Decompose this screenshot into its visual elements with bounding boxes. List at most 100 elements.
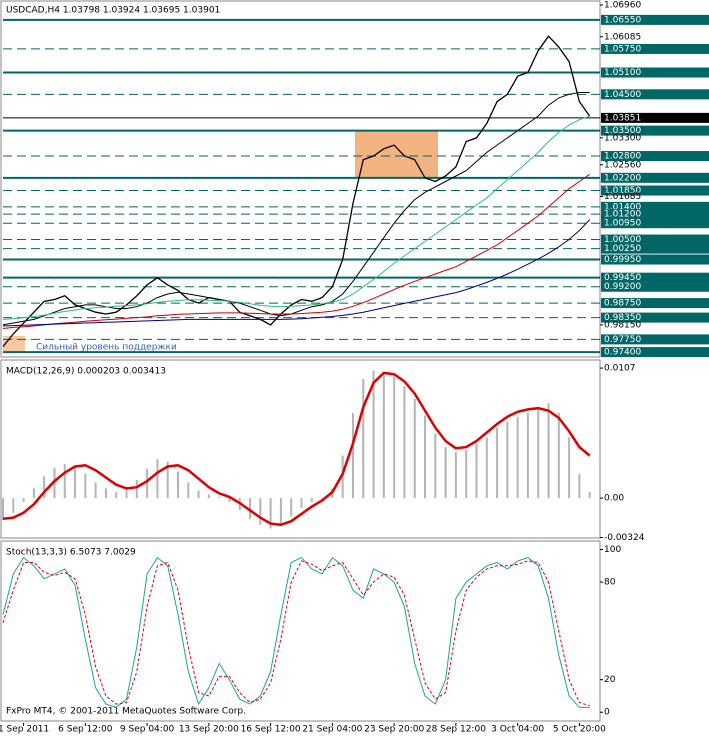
histogram-bar	[104, 488, 107, 499]
y-tick-label: 80	[604, 578, 616, 588]
histogram-bar	[22, 498, 25, 502]
level-label: 1.03851	[604, 113, 641, 123]
level-label-bg	[601, 272, 709, 283]
histogram-bar	[454, 451, 457, 499]
level-label: 1.00500	[604, 235, 641, 245]
y-tick-label: 0.0107	[604, 364, 636, 374]
histogram-bar	[557, 413, 560, 499]
level-label: 0.97400	[604, 348, 641, 358]
histogram-bar	[578, 473, 581, 499]
histogram-bar	[537, 406, 540, 499]
level-label-bg	[601, 67, 709, 78]
x-tick-label: 16 Sep 12:00	[241, 725, 301, 735]
histogram-bar	[506, 421, 509, 499]
histogram-bar	[94, 482, 97, 499]
x-tick-label: 6 Sep 12:00	[58, 725, 113, 735]
histogram-bar	[176, 471, 179, 499]
level-label-bg	[601, 281, 709, 292]
y-tick-label: 0	[604, 708, 610, 718]
series-line	[2, 556, 590, 708]
histogram-bar	[362, 379, 365, 499]
level-label-bg	[601, 234, 709, 245]
level-label-bg	[601, 312, 709, 323]
histogram-bar	[269, 498, 272, 529]
histogram-bar	[156, 459, 159, 499]
y-tick-label: 0.98150	[604, 320, 641, 330]
zone-box	[355, 131, 438, 178]
histogram-bar	[218, 496, 221, 499]
histogram-bar	[135, 479, 138, 499]
level-label-bg	[601, 112, 709, 123]
level-label: 0.97750	[604, 335, 641, 345]
histogram-bar	[321, 498, 324, 499]
histogram-bar	[310, 498, 313, 502]
histogram-bar	[197, 490, 200, 499]
y-tick-label: 100	[604, 545, 621, 555]
level-label-bg	[601, 254, 709, 265]
histogram-bar	[166, 461, 169, 499]
y-tick-label: 1.06085	[604, 32, 641, 42]
histogram-bar	[475, 443, 478, 499]
histogram-bar	[115, 492, 118, 499]
series-line	[2, 115, 590, 320]
histogram-bar	[74, 466, 77, 499]
stoch-title: Stoch(13,3,3) 6.5073 7.0029	[6, 548, 136, 558]
histogram-bar	[526, 413, 529, 499]
level-label-bg	[601, 172, 709, 183]
histogram-bar	[465, 449, 468, 499]
y-tick-label: 1.01685	[604, 192, 641, 202]
level-label: 1.02800	[604, 152, 641, 162]
histogram-bar	[568, 437, 571, 499]
level-label: 1.03500	[604, 126, 641, 136]
level-label: 1.04500	[604, 90, 641, 100]
histogram-bar	[279, 498, 282, 525]
series-line	[2, 560, 590, 707]
y-tick-label: 1.03300	[604, 133, 641, 143]
histogram-bar	[382, 371, 385, 499]
level-label-bg	[601, 201, 709, 212]
x-tick-label: 5 Oct 20:00	[553, 725, 606, 735]
x-tick-label: 21 Sep 04:00	[302, 725, 362, 735]
x-tick-label: 13 Sep 20:00	[179, 725, 239, 735]
y-tick-label: -0.00324	[604, 533, 645, 543]
level-label: 1.01200	[604, 210, 641, 220]
histogram-bar	[146, 468, 149, 499]
histogram-bar	[393, 376, 396, 499]
level-label-bg	[601, 218, 709, 229]
level-label-bg	[601, 125, 709, 136]
level-label: 0.98750	[604, 299, 641, 309]
histogram-bar	[207, 494, 210, 499]
series-line	[2, 219, 591, 327]
level-label-bg	[601, 89, 709, 100]
histogram-bar	[84, 473, 87, 499]
histogram-bar	[125, 488, 128, 499]
x-tick-label: 1 Sep 2011	[0, 725, 49, 735]
histogram-bar	[351, 413, 354, 499]
histogram-bar	[43, 476, 46, 499]
y-tick-label: 1.06960	[604, 1, 641, 11]
series-line	[2, 92, 590, 326]
histogram-bar	[485, 437, 488, 499]
level-label-bg	[601, 151, 709, 162]
y-tick-label: 0.00	[604, 494, 624, 504]
histogram-bar	[12, 498, 15, 513]
histogram-bar	[547, 403, 550, 499]
histogram-bar	[187, 482, 190, 499]
series-line	[2, 35, 591, 348]
y-tick-label: 1.02560	[604, 160, 641, 170]
histogram-bar	[249, 498, 252, 519]
series-line	[2, 371, 591, 527]
level-label-bg	[601, 334, 709, 345]
histogram-bar	[2, 498, 4, 520]
level-label: 0.99450	[604, 273, 641, 283]
level-label-bg	[601, 209, 709, 220]
y-tick-label: 20	[604, 675, 616, 685]
level-label-bg	[601, 185, 709, 196]
level-label: 1.05750	[604, 44, 641, 54]
histogram-bar	[300, 498, 303, 508]
level-label: 0.98350	[604, 313, 641, 323]
level-label: 1.01850	[604, 186, 641, 196]
histogram-bar	[259, 498, 262, 525]
level-label-bg	[601, 14, 709, 25]
